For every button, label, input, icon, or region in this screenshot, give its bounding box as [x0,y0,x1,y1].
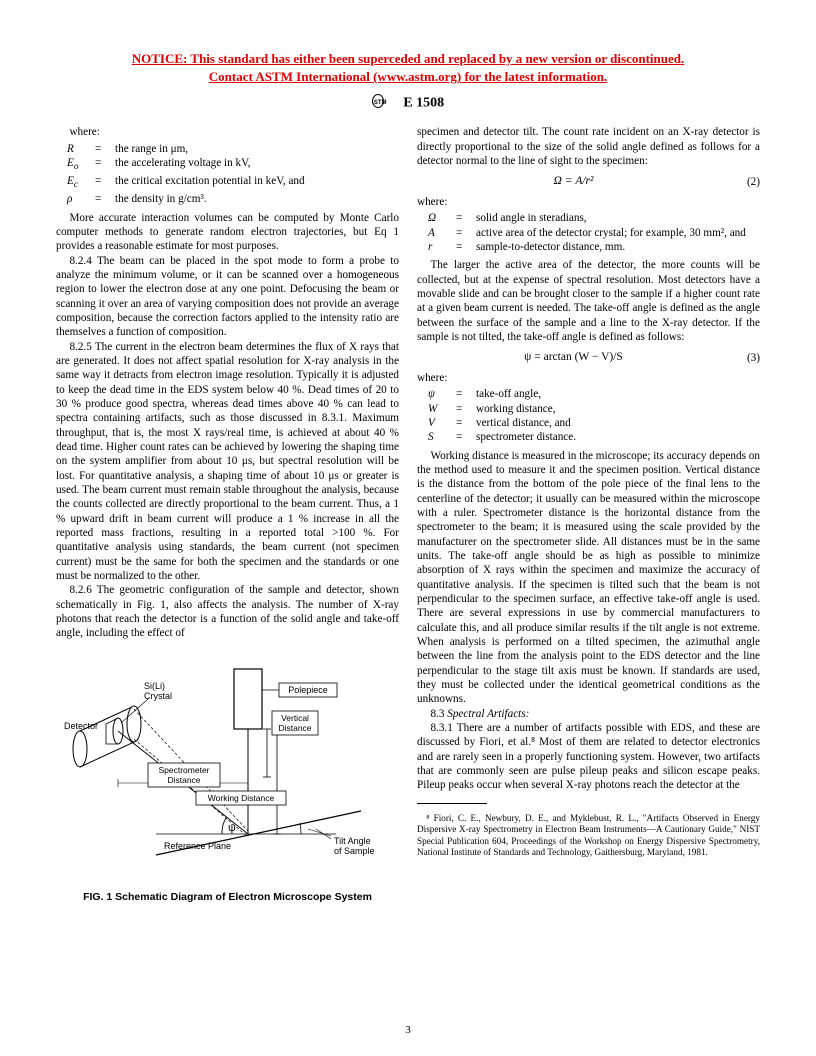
footnote-8: ⁸ Fiori, C. E., Newbury, D. E., and Mykl… [417,813,760,859]
where-label: where: [56,125,399,139]
fig-label-polepiece: Polepiece [288,685,328,695]
para-r3: Working distance is measured in the micr… [417,449,760,707]
equation-2-num: (2) [730,175,760,189]
page: NOTICE: This standard has either been su… [0,0,816,1056]
fig-label-vdist: VerticalDistance [278,713,311,733]
left-column: where: R=the range in μm, Eo=the acceler… [56,125,399,904]
astm-logo-icon: ASTM [372,94,396,113]
two-column-layout: where: R=the range in μm, Eo=the acceler… [56,125,760,904]
para-r1: specimen and detector tilt. The count ra… [417,125,760,168]
notice-line2: Contact ASTM International (www.astm.org… [209,69,607,84]
footnote-separator [417,803,487,804]
table-row: ψ=take-off angle, [425,387,579,401]
table-row: V=vertical distance, and [425,416,579,430]
table-row: Eo=the accelerating voltage in kV, [64,156,308,174]
figure-caption: FIG. 1 Schematic Diagram of Electron Mic… [56,891,399,904]
definitions-table-1: R=the range in μm, Eo=the accelerating v… [64,142,308,207]
where-label-2: where: [417,195,760,209]
definitions-table-2: Ω=solid angle in steradians, A=active ar… [425,211,749,254]
figure-1: Polepiece [56,651,399,905]
para-8-2-5: 8.2.5 The current in the electron beam d… [56,340,399,584]
equation-3: ψ = arctan (W − V)/S (3) [417,350,760,365]
page-number: 3 [0,1024,816,1036]
equation-3-num: (3) [730,351,760,365]
fig-label-wdist: Working Distance [208,793,275,803]
equation-3-expr: ψ = arctan (W − V)/S [417,350,730,365]
right-column: specimen and detector tilt. The count ra… [417,125,760,904]
table-row: R=the range in μm, [64,142,308,156]
fig-label-tilt: Tilt Angleof Sample [334,836,375,856]
fig-label-detector: Detector [64,721,98,731]
para-8-2-6: 8.2.6 The geometric configuration of the… [56,583,399,640]
definitions-table-3: ψ=take-off angle, W=working distance, V=… [425,387,579,444]
table-row: Ec=the critical excitation potential in … [64,174,308,192]
notice-banner: NOTICE: This standard has either been su… [56,50,760,86]
para-8-2-4: 8.2.4 The beam can be placed in the spot… [56,254,399,340]
equation-2-expr: Ω = A/r² [417,174,730,189]
table-row: S=spectrometer distance. [425,430,579,444]
table-row: ρ=the density in g/cm³. [64,192,308,206]
table-row: A=active area of the detector crystal; f… [425,226,749,240]
para-8-2-3b: More accurate interaction volumes can be… [56,211,399,254]
equation-2: Ω = A/r² (2) [417,174,760,189]
table-row: r=sample-to-detector distance, mm. [425,240,749,254]
standard-number: E 1508 [403,96,444,111]
para-8-3-1: 8.3.1 There are a number of artifacts po… [417,721,760,793]
table-row: W=working distance, [425,402,579,416]
electron-microscope-diagram: Polepiece [56,651,396,881]
document-header: ASTM E 1508 [56,94,760,113]
fig-label-refplane: Reference Plane [164,841,231,851]
table-row: Ω=solid angle in steradians, [425,211,749,225]
para-r2: The larger the active area of the detect… [417,258,760,344]
where-label-3: where: [417,371,760,385]
para-8-3: 8.3 Spectral Artifacts: [417,707,760,721]
fig-label-psi: ψ [228,822,236,834]
notice-line1: NOTICE: This standard has either been su… [132,51,684,66]
svg-text:ASTM: ASTM [372,100,387,106]
